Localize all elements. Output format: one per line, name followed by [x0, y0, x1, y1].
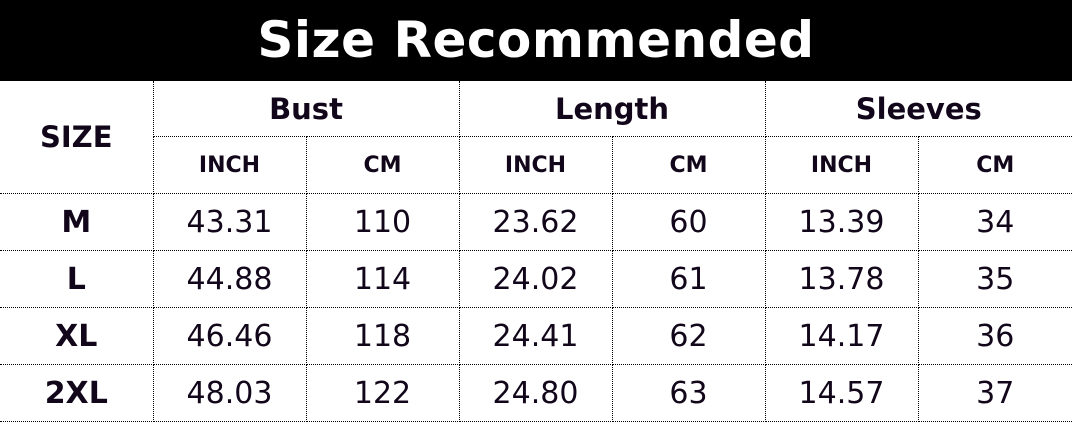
size-cell: M — [0, 193, 154, 251]
size-cell: XL — [0, 307, 154, 365]
table-row: 2XL 48.03 122 24.80 63 14.57 37 — [0, 364, 1072, 422]
unit-header: CM — [611, 136, 766, 194]
unit-header: CM — [917, 136, 1072, 194]
value-cell: 14.17 — [764, 307, 919, 365]
value-cell: 37 — [917, 364, 1072, 422]
unit-header: INCH — [153, 136, 307, 194]
value-cell: 118 — [305, 307, 460, 365]
unit-header: INCH — [458, 136, 613, 194]
value-cell: 35 — [917, 250, 1072, 308]
header-row-groups: SIZE Bust Length Sleeves — [0, 81, 1072, 194]
table-row: XL 46.46 118 24.41 62 14.17 36 — [0, 307, 1072, 365]
value-cell: 24.02 — [458, 250, 613, 308]
chart-title: Size Recommended — [0, 0, 1072, 81]
value-cell: 63 — [611, 364, 766, 422]
value-cell: 60 — [611, 193, 766, 251]
header-row-units: INCH CM INCH CM INCH CM — [0, 136, 1072, 194]
value-cell: 24.41 — [458, 307, 613, 365]
value-cell: 110 — [305, 193, 460, 251]
table-row: M 43.31 110 23.62 60 13.39 34 — [0, 193, 1072, 251]
unit-header: CM — [305, 136, 460, 194]
value-cell: 61 — [611, 250, 766, 308]
value-cell: 43.31 — [152, 193, 307, 251]
value-cell: 44.88 — [152, 250, 307, 308]
size-cell: 2XL — [0, 364, 154, 422]
value-cell: 46.46 — [152, 307, 307, 365]
value-cell: 13.78 — [764, 250, 919, 308]
sleeves-header: Sleeves — [764, 81, 1072, 137]
value-cell: 14.57 — [764, 364, 919, 422]
value-cell: 122 — [305, 364, 460, 422]
value-cell: 62 — [611, 307, 766, 365]
bust-header: Bust — [152, 81, 460, 137]
value-cell: 23.62 — [458, 193, 613, 251]
value-cell: 48.03 — [152, 364, 307, 422]
value-cell: 114 — [305, 250, 460, 308]
unit-header: INCH — [764, 136, 919, 194]
table-row: L 44.88 114 24.02 61 13.78 35 — [0, 250, 1072, 308]
value-cell: 13.39 — [764, 193, 919, 251]
value-cell: 24.80 — [458, 364, 613, 422]
value-cell: 34 — [917, 193, 1072, 251]
size-header: SIZE — [0, 81, 154, 194]
size-table: SIZE Bust Length Sleeves INCH CM INCH CM… — [0, 81, 1072, 422]
value-cell: 36 — [917, 307, 1072, 365]
size-cell: L — [0, 250, 154, 308]
length-header: Length — [458, 81, 766, 137]
